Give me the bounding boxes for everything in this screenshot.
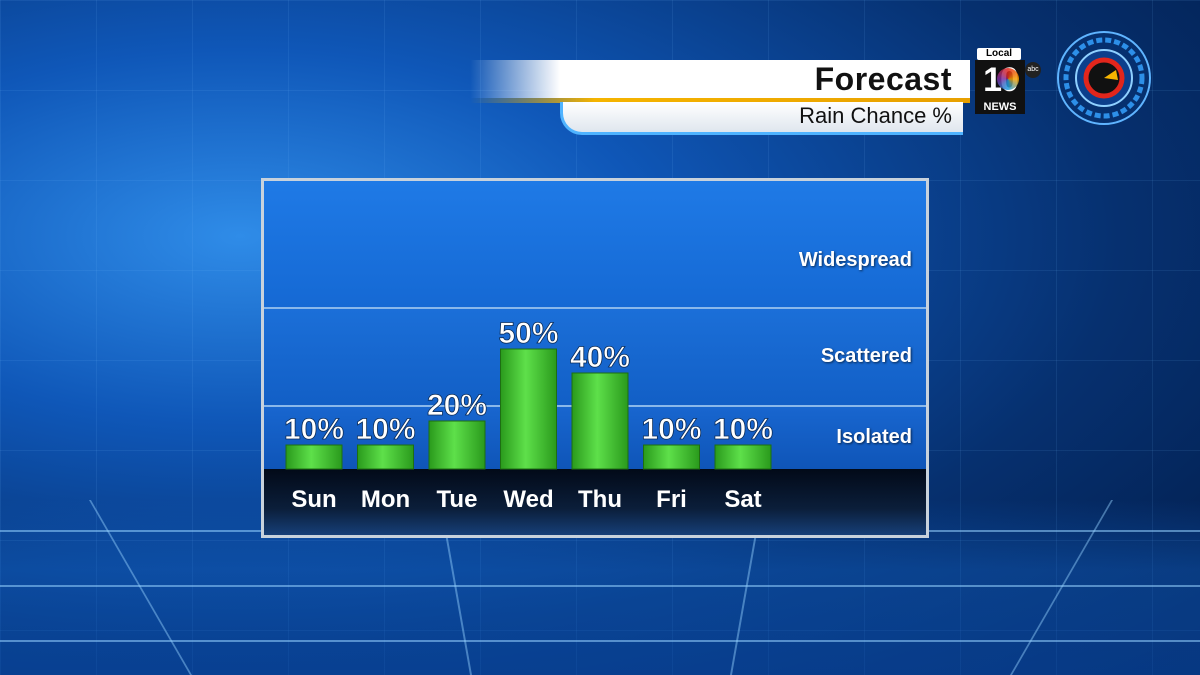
logo-local-text: Local (977, 48, 1021, 60)
day-label-thu: Thu (578, 486, 622, 513)
day-label-tue: Tue (437, 486, 478, 513)
band-divider (264, 307, 926, 309)
bar-sun (285, 444, 343, 470)
header-accent-stripe (470, 98, 970, 103)
bar-tue (428, 420, 486, 470)
logo-network-badge: abc (1025, 62, 1041, 78)
value-label-fri: 10% (641, 413, 701, 446)
radar-icon (1057, 31, 1151, 125)
rain-chance-chart: Widespread Scattered Isolated 10% Sun 10% M… (261, 178, 929, 538)
bar-wed (500, 348, 557, 470)
value-label-sat: 10% (713, 413, 773, 446)
value-label-sun: 10% (284, 413, 344, 446)
subtitle-banner (560, 102, 963, 135)
value-label-tue: 20% (427, 389, 487, 422)
logo-color-ring-icon (997, 68, 1019, 90)
page-subtitle: Rain Chance % (799, 103, 952, 128)
bar-fri (643, 444, 700, 470)
band-label-widespread: Widespread (798, 249, 912, 271)
day-label-fri: Fri (656, 486, 687, 513)
bar-mon (357, 444, 414, 470)
value-label-wed: 50% (498, 317, 558, 350)
band-label-isolated: Isolated (836, 426, 912, 448)
day-label-wed: Wed (503, 486, 553, 513)
station-logo: Local 10 NEWS abc (975, 48, 1041, 114)
logo-news-text: NEWS (975, 100, 1025, 114)
header-banner (470, 60, 970, 98)
band-widespread (264, 181, 926, 307)
day-label-mon: Mon (361, 486, 410, 513)
day-label-sat: Sat (724, 486, 761, 513)
bar-thu (571, 372, 629, 470)
band-label-scattered: Scattered (820, 345, 912, 367)
bar-chart-svg: 10% Sun 10% Mon 20% Tue 50% Wed 40% Thu 10% Fri 10% S… (284, 317, 774, 513)
value-label-mon: 10% (355, 413, 415, 446)
value-label-thu: 40% (570, 341, 630, 374)
chart-base (264, 469, 926, 535)
page-title: Forecast (814, 61, 952, 97)
day-label-sun: Sun (291, 486, 336, 513)
bar-sat (714, 444, 772, 470)
